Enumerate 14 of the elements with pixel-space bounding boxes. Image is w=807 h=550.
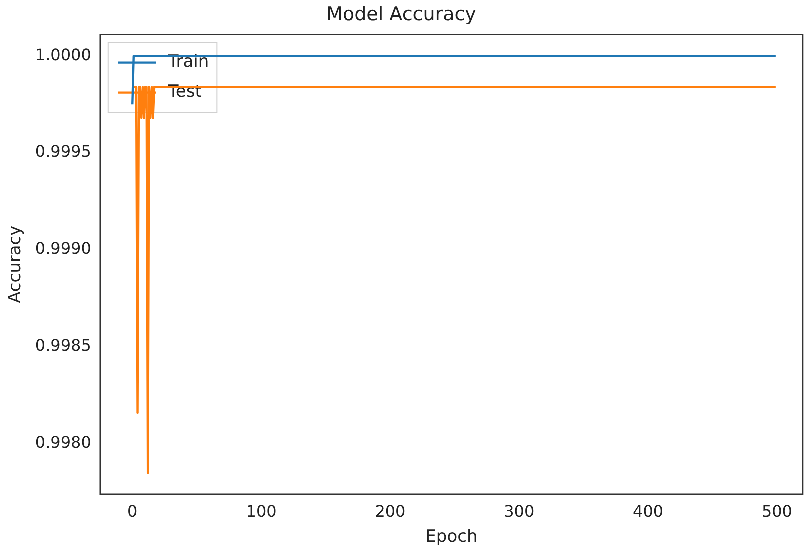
y-tick-label: 1.0000	[35, 45, 92, 64]
x-axis-title: Epoch	[426, 527, 478, 548]
x-tick-label: 400	[633, 502, 664, 522]
y-tick-label: 0.9995	[35, 142, 92, 162]
x-tick-label: 300	[504, 502, 535, 522]
y-axis-title: Accuracy	[6, 226, 26, 304]
x-tick-label: 200	[375, 502, 406, 522]
x-tick-label: 0	[128, 502, 138, 522]
x-tick-label: 100	[246, 502, 277, 522]
y-tick-label: 0.9980	[35, 433, 92, 452]
y-tick-label: 0.9990	[35, 239, 92, 258]
y-tick-label: 0.9985	[35, 336, 92, 356]
x-tick-label: 500	[762, 502, 792, 522]
chart-title: Model Accuracy	[326, 3, 476, 26]
